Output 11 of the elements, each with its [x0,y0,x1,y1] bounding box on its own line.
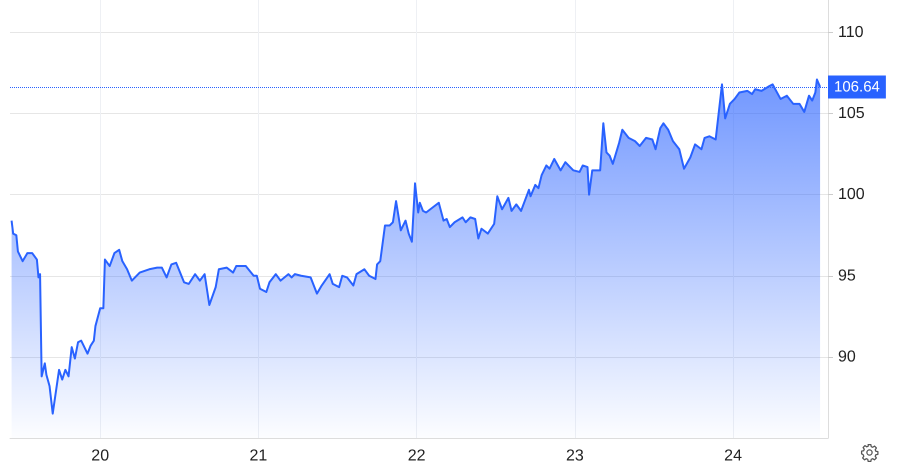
x-tick-label: 21 [250,448,268,464]
y-tick-label: 105 [838,105,865,122]
y-tick-label: 110 [838,24,864,41]
x-tick-label: 24 [724,448,742,464]
y-tick-label: 90 [838,348,856,366]
x-tick-label: 22 [408,448,426,464]
ref-line-label: 106.64 [834,78,880,96]
x-tick-label: 23 [566,448,584,464]
y-tick-label: 100 [838,186,865,204]
y-tick-label: 95 [838,267,856,284]
x-tick-label: 20 [91,448,110,464]
